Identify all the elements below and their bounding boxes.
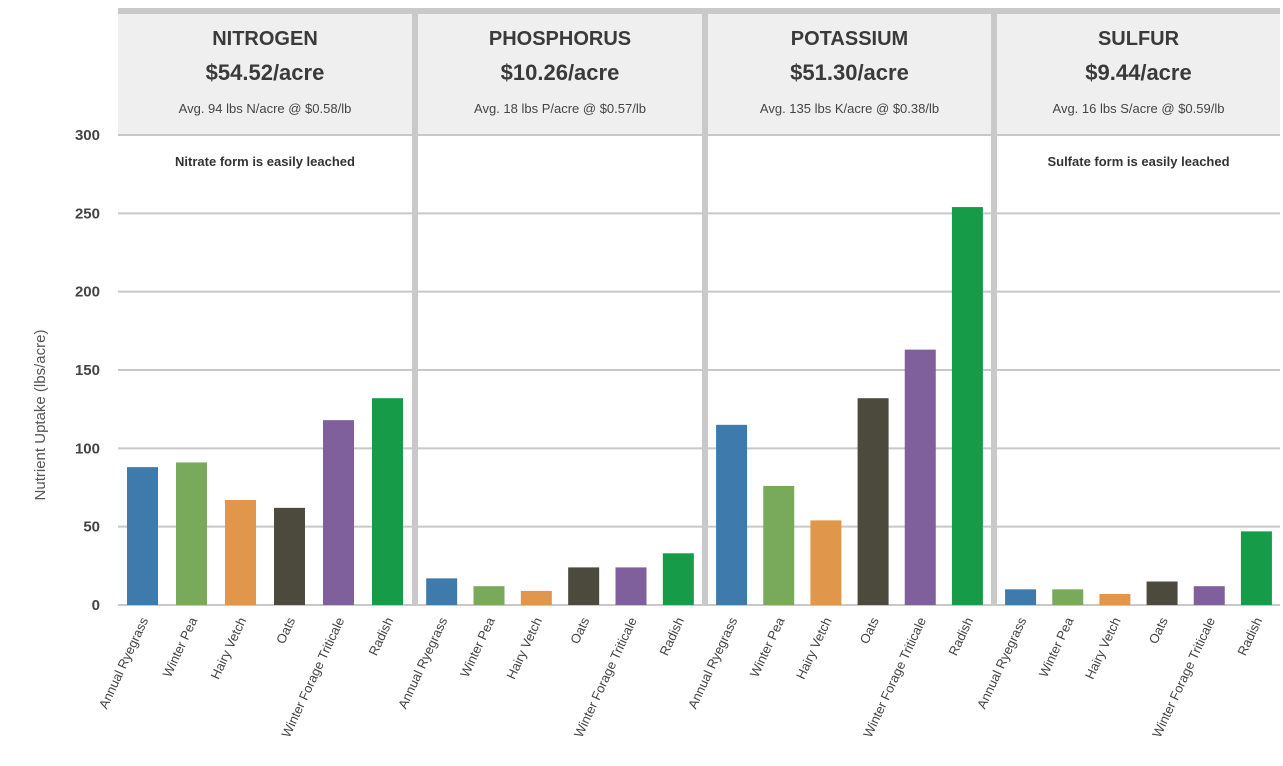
y-tick-label: 150 [75, 362, 100, 379]
panel-subtitle: Avg. 135 lbs K/acre @ $0.38/lb [760, 101, 939, 116]
bar-sulfur-0 [1005, 589, 1037, 605]
bar-nitrogen-4 [323, 420, 354, 605]
bar-phosphorus-3 [568, 567, 600, 605]
panel-subtitle: Avg. 94 lbs N/acre @ $0.58/lb [179, 101, 352, 116]
bar-phosphorus-4 [615, 567, 647, 605]
gridlines [118, 134, 1280, 606]
x-tick-label: Winter Pea [457, 614, 498, 679]
panel-title: POTASSIUM [791, 28, 908, 50]
y-tick-label: 0 [92, 597, 100, 614]
panel-title: NITROGEN [212, 28, 318, 50]
panel-price: $10.26/acre [501, 60, 620, 85]
panel-subtitle: Avg. 18 lbs P/acre @ $0.57/lb [474, 101, 646, 116]
bar-potassium-1 [763, 485, 795, 605]
bar-nitrogen-0 [127, 467, 158, 605]
panel-separator [991, 8, 997, 606]
bar-sulfur-1 [1052, 589, 1084, 605]
bar-nitrogen-3 [274, 507, 305, 605]
y-tick-label: 50 [83, 519, 100, 536]
y-tick-label: 100 [75, 440, 100, 457]
bar-sulfur-5 [1240, 531, 1272, 605]
panel-header-bg [708, 14, 991, 135]
x-tick-label: Hairy Vetch [793, 615, 835, 682]
x-axis-ticks: Annual Ryegrass Winter Pea Hairy Vetch Oats… [96, 614, 1265, 740]
bar-nitrogen-2 [225, 500, 256, 605]
x-tick-label: Oats [1146, 614, 1171, 646]
panel-header-bg [418, 14, 702, 135]
bar-sulfur-2 [1099, 594, 1131, 605]
panel-header-bg [997, 14, 1280, 135]
panel-title: PHOSPHORUS [489, 28, 631, 50]
bar-potassium-2 [810, 520, 842, 605]
panel-title: SULFUR [1098, 28, 1180, 50]
panel-note: Nitrate form is easily leached [175, 154, 355, 169]
x-tick-label: Radish [945, 615, 976, 658]
x-tick-label: Radish [366, 615, 397, 658]
bar-phosphorus-2 [520, 590, 552, 605]
bar-phosphorus-0 [426, 578, 458, 605]
x-tick-label: Radish [1234, 615, 1265, 658]
x-tick-label: Oats [273, 614, 298, 646]
x-tick-label: Annual Ryegrass [96, 614, 152, 711]
panel-header-backgrounds [118, 8, 1280, 135]
panel-price: $54.52/acre [206, 60, 325, 85]
y-axis-label: Nutrient Uptake (lbs/acre) [32, 330, 49, 501]
bar-potassium-0 [716, 424, 748, 605]
x-tick-label: Winter Pea [747, 614, 788, 679]
bar-potassium-5 [951, 207, 983, 606]
bar-potassium-4 [904, 349, 936, 605]
x-tick-label: Winter Pea [159, 614, 200, 679]
bar-phosphorus-1 [473, 586, 505, 605]
panel-price: $51.30/acre [790, 60, 909, 85]
x-tick-label: Hairy Vetch [503, 615, 545, 682]
x-tick-label: Annual Ryegrass [395, 614, 451, 711]
panel-header-bg [118, 14, 412, 135]
y-tick-label: 200 [75, 284, 100, 301]
y-tick-label: 250 [75, 205, 100, 222]
panel-note: Sulfate form is easily leached [1047, 154, 1229, 169]
top-border [118, 8, 1280, 14]
panel-separators [412, 8, 997, 606]
x-tick-label: Winter Pea [1036, 614, 1077, 679]
x-tick-label: Oats [567, 614, 592, 646]
x-tick-label: Hairy Vetch [1082, 615, 1124, 682]
bar-sulfur-4 [1193, 586, 1225, 605]
y-axis-ticks: 0 50 100 150 200 250 300 [75, 127, 100, 614]
bar-nitrogen-1 [176, 462, 207, 605]
bar-phosphorus-5 [662, 553, 694, 605]
x-tick-label: Oats [857, 614, 882, 646]
x-tick-label: Radish [656, 615, 687, 658]
x-tick-label: Annual Ryegrass [974, 614, 1030, 711]
bars [127, 207, 1272, 606]
bar-potassium-3 [857, 398, 889, 605]
bar-sulfur-3 [1146, 581, 1178, 605]
x-tick-label: Hairy Vetch [208, 615, 250, 682]
panel-separator [702, 8, 708, 606]
y-tick-label: 300 [75, 127, 100, 144]
panel-subtitle: Avg. 16 lbs S/acre @ $0.59/lb [1053, 101, 1225, 116]
bar-nitrogen-5 [372, 398, 403, 605]
panel-headers: NITROGEN $54.52/acre Avg. 94 lbs N/acre @ … [175, 28, 1230, 169]
panel-price: $9.44/acre [1085, 60, 1191, 85]
x-tick-label: Annual Ryegrass [685, 614, 741, 711]
panel-separator [412, 8, 418, 606]
